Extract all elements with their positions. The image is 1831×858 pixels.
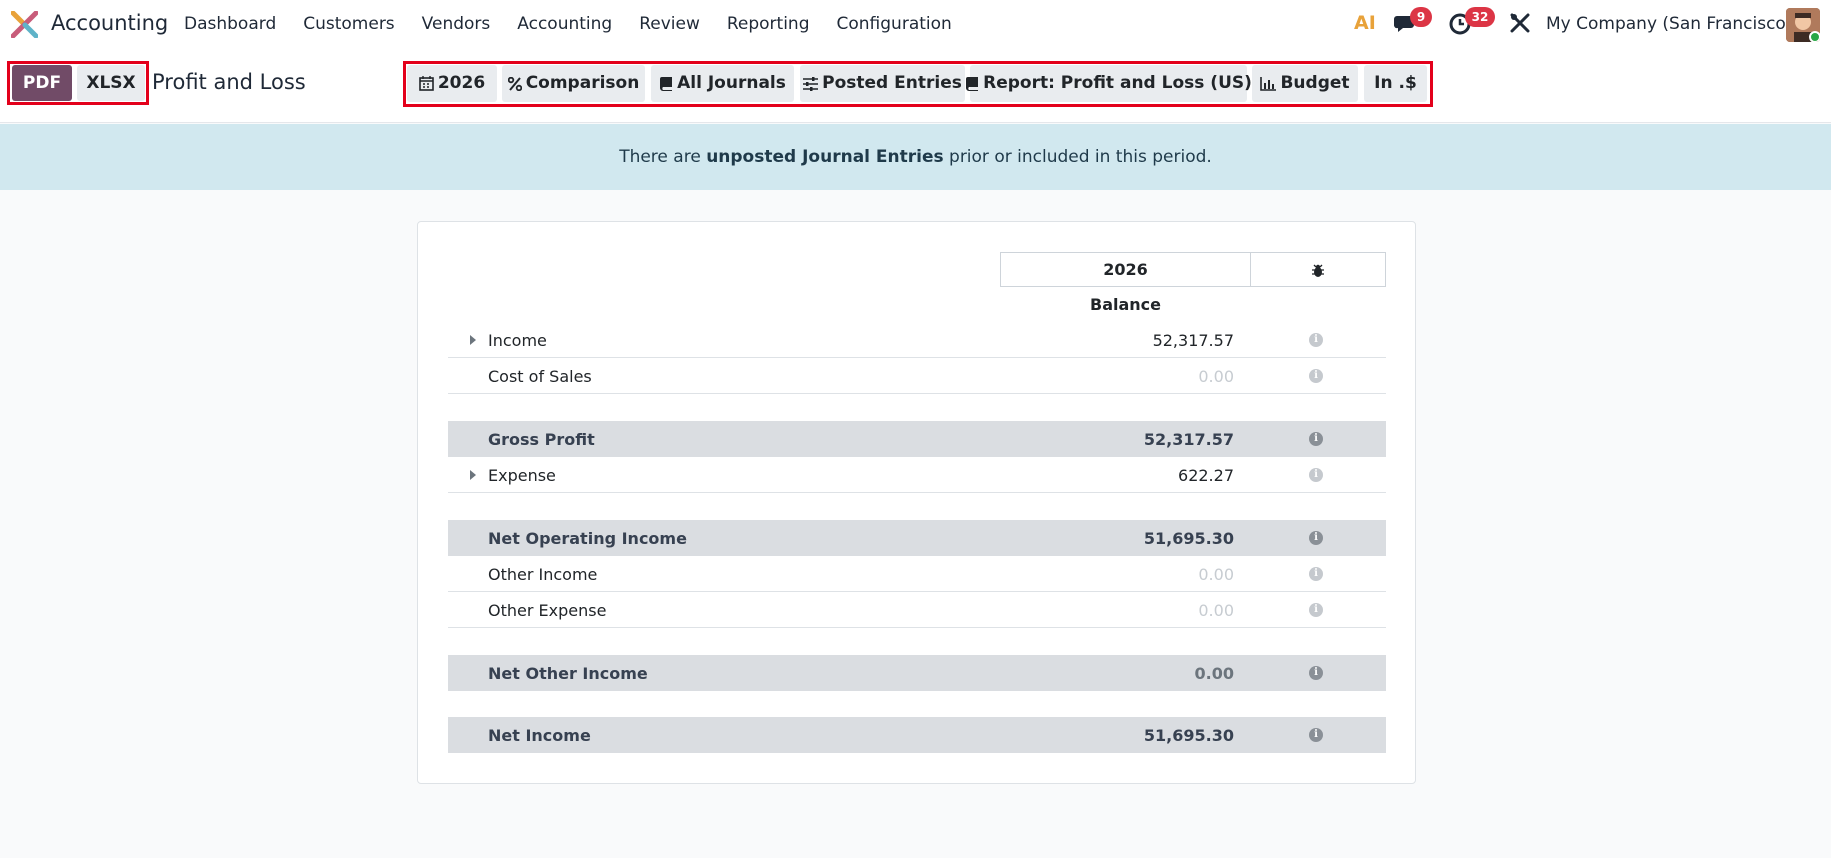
menu-accounting[interactable]: Accounting — [517, 14, 613, 34]
currency-filter-label: In .$ — [1374, 73, 1417, 93]
line-amount[interactable]: 0.00 — [1198, 565, 1234, 584]
menu-dashboard[interactable]: Dashboard — [184, 14, 277, 34]
user-avatar[interactable] — [1786, 8, 1820, 42]
line-amount[interactable]: 0.00 — [1194, 664, 1234, 683]
bar-chart-icon — [1260, 76, 1277, 91]
comparison-filter-label: Comparison — [525, 73, 640, 93]
line-amount[interactable]: 622.27 — [1178, 466, 1234, 485]
calendar-icon — [419, 76, 434, 91]
info-icon[interactable]: i — [1309, 603, 1323, 617]
report-line-expense[interactable]: Expense 622.27 i — [448, 457, 1386, 493]
report-variant-label: Report: Profit and Loss (US) — [983, 73, 1252, 93]
report-line-gross-profit: Gross Profit 52,317.57 i — [448, 421, 1386, 457]
report-line-net-other-income: Net Other Income 0.00 i — [448, 655, 1386, 691]
line-label: Cost of Sales — [488, 367, 592, 386]
column-header-year[interactable]: 2026 — [1000, 252, 1251, 287]
expand-caret-icon[interactable] — [470, 470, 476, 480]
book-icon — [660, 77, 673, 91]
line-label: Gross Profit — [488, 430, 595, 449]
entries-filter-button[interactable]: Posted Entries — [800, 65, 965, 102]
line-label: Net Income — [488, 726, 591, 745]
online-status-dot — [1809, 31, 1820, 42]
activities-badge: 32 — [1465, 7, 1495, 27]
info-icon[interactable]: i — [1309, 432, 1323, 446]
journals-filter-button[interactable]: All Journals — [651, 65, 794, 102]
unposted-entries-banner: There are unposted Journal Entries prior… — [0, 124, 1831, 190]
report-line-income[interactable]: Income 52,317.57 i — [448, 322, 1386, 358]
balance-column-label: Balance — [1090, 295, 1161, 314]
line-label: Other Income — [488, 565, 598, 584]
line-amount[interactable]: 51,695.30 — [1143, 529, 1234, 548]
info-icon[interactable]: i — [1309, 468, 1323, 482]
report-line-net-income: Net Income 51,695.30 i — [448, 717, 1386, 753]
percent-icon — [507, 76, 522, 91]
ai-icon[interactable]: AI — [1354, 12, 1376, 34]
budget-button[interactable]: Budget — [1252, 65, 1358, 102]
pdf-button[interactable]: PDF — [12, 65, 72, 101]
bug-icon — [1312, 264, 1324, 277]
budget-label: Budget — [1280, 73, 1350, 93]
chat-icon[interactable] — [1394, 13, 1418, 35]
report-card — [417, 221, 1416, 784]
line-amount[interactable]: 52,317.57 — [1152, 331, 1234, 350]
filters-highlight — [403, 61, 1433, 107]
date-filter-button[interactable]: 2026 — [407, 65, 497, 102]
control-panel: PDF XLSX Profit and Loss 2026 Comparison… — [0, 49, 1831, 123]
main-menu: Dashboard Customers Vendors Accounting R… — [184, 14, 979, 34]
line-amount[interactable]: 0.00 — [1198, 601, 1234, 620]
line-amount[interactable]: 0.00 — [1198, 367, 1234, 386]
expand-caret-icon[interactable] — [470, 335, 476, 345]
line-label: Net Other Income — [488, 664, 648, 683]
top-navbar: Accounting Dashboard Customers Vendors A… — [0, 0, 1831, 49]
journals-filter-label: All Journals — [677, 73, 786, 93]
info-icon[interactable]: i — [1309, 531, 1323, 545]
sliders-icon — [803, 76, 819, 91]
report-line-other-income[interactable]: Other Income 0.00 i — [448, 556, 1386, 592]
banner-text-suffix: prior or included in this period. — [943, 147, 1212, 167]
page-title: Profit and Loss — [152, 70, 306, 94]
line-label: Net Operating Income — [488, 529, 687, 548]
report-line-other-expense[interactable]: Other Expense 0.00 i — [448, 592, 1386, 628]
comparison-filter-button[interactable]: Comparison — [502, 65, 645, 102]
info-icon[interactable]: i — [1309, 666, 1323, 680]
report-variant-button[interactable]: Report: Profit and Loss (US) — [966, 65, 1252, 102]
info-icon[interactable]: i — [1309, 567, 1323, 581]
line-label: Expense — [488, 466, 556, 485]
info-icon[interactable]: i — [1309, 369, 1323, 383]
menu-configuration[interactable]: Configuration — [836, 14, 952, 34]
banner-text-prefix: There are — [619, 147, 707, 167]
menu-review[interactable]: Review — [639, 14, 700, 34]
messages-badge: 9 — [1410, 7, 1432, 27]
date-filter-label: 2026 — [437, 73, 486, 93]
menu-reporting[interactable]: Reporting — [726, 14, 810, 34]
ai-label: AI — [1354, 12, 1376, 34]
menu-customers[interactable]: Customers — [303, 14, 395, 34]
unposted-entries-link[interactable]: unposted Journal Entries — [706, 147, 944, 167]
line-label: Income — [488, 331, 547, 350]
info-icon[interactable]: i — [1309, 333, 1323, 347]
entries-filter-label: Posted Entries — [822, 73, 962, 93]
company-switcher[interactable]: My Company (San Francisco) — [1546, 14, 1793, 34]
line-amount[interactable]: 51,695.30 — [1143, 726, 1234, 745]
debug-column-header[interactable] — [1250, 252, 1386, 287]
report-line-cost-of-sales[interactable]: Cost of Sales 0.00 i — [448, 358, 1386, 394]
app-name[interactable]: Accounting — [51, 11, 169, 35]
line-amount[interactable]: 52,317.57 — [1143, 430, 1234, 449]
menu-vendors[interactable]: Vendors — [421, 14, 491, 34]
accounting-app-icon[interactable] — [11, 11, 38, 38]
line-label: Other Expense — [488, 601, 607, 620]
export-buttons-highlight — [7, 61, 149, 105]
currency-filter-button[interactable]: In .$ — [1364, 65, 1427, 102]
report-line-net-operating-income: Net Operating Income 51,695.30 i — [448, 520, 1386, 556]
info-icon[interactable]: i — [1309, 728, 1323, 742]
book-icon — [966, 77, 979, 91]
avatar-image — [1786, 8, 1820, 42]
tools-icon[interactable] — [1509, 12, 1531, 34]
xlsx-button[interactable]: XLSX — [77, 65, 145, 101]
